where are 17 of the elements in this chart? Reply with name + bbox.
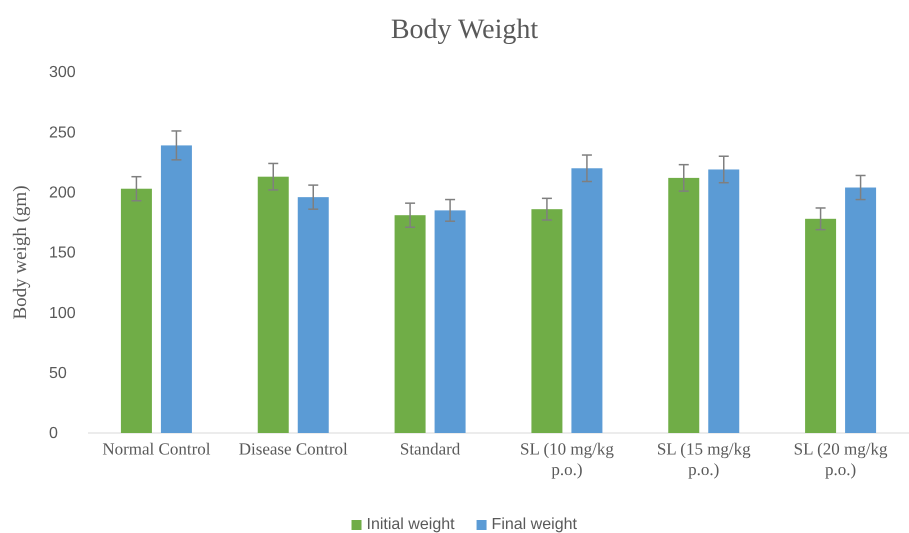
- legend-label: Initial weight: [366, 516, 456, 533]
- x-tick-label: SL (10 mg/kg p.o.): [520, 440, 614, 480]
- y-axis-title: Body weigh (gm): [10, 185, 31, 320]
- y-tick-label: 100: [49, 304, 76, 322]
- x-tick-label: Disease Control: [238, 440, 348, 459]
- y-tick-label: 250: [49, 124, 76, 142]
- y-tick-label: 50: [49, 364, 67, 382]
- x-tick-label: SL (20 mg/kg p.o.): [794, 440, 888, 480]
- chart-title: Body Weight: [390, 14, 538, 45]
- legend-label: Final weight: [492, 516, 578, 533]
- y-tick-label: 0: [49, 425, 58, 442]
- x-tick-label: SL (15 mg/kg p.o.): [656, 440, 752, 480]
- x-tick-label: Standard: [400, 440, 461, 459]
- x-tick-label: Normal Control: [102, 440, 211, 459]
- y-tick-label: 200: [49, 184, 76, 202]
- y-tick-label: 150: [49, 244, 76, 262]
- y-tick-label: 300: [49, 64, 76, 82]
